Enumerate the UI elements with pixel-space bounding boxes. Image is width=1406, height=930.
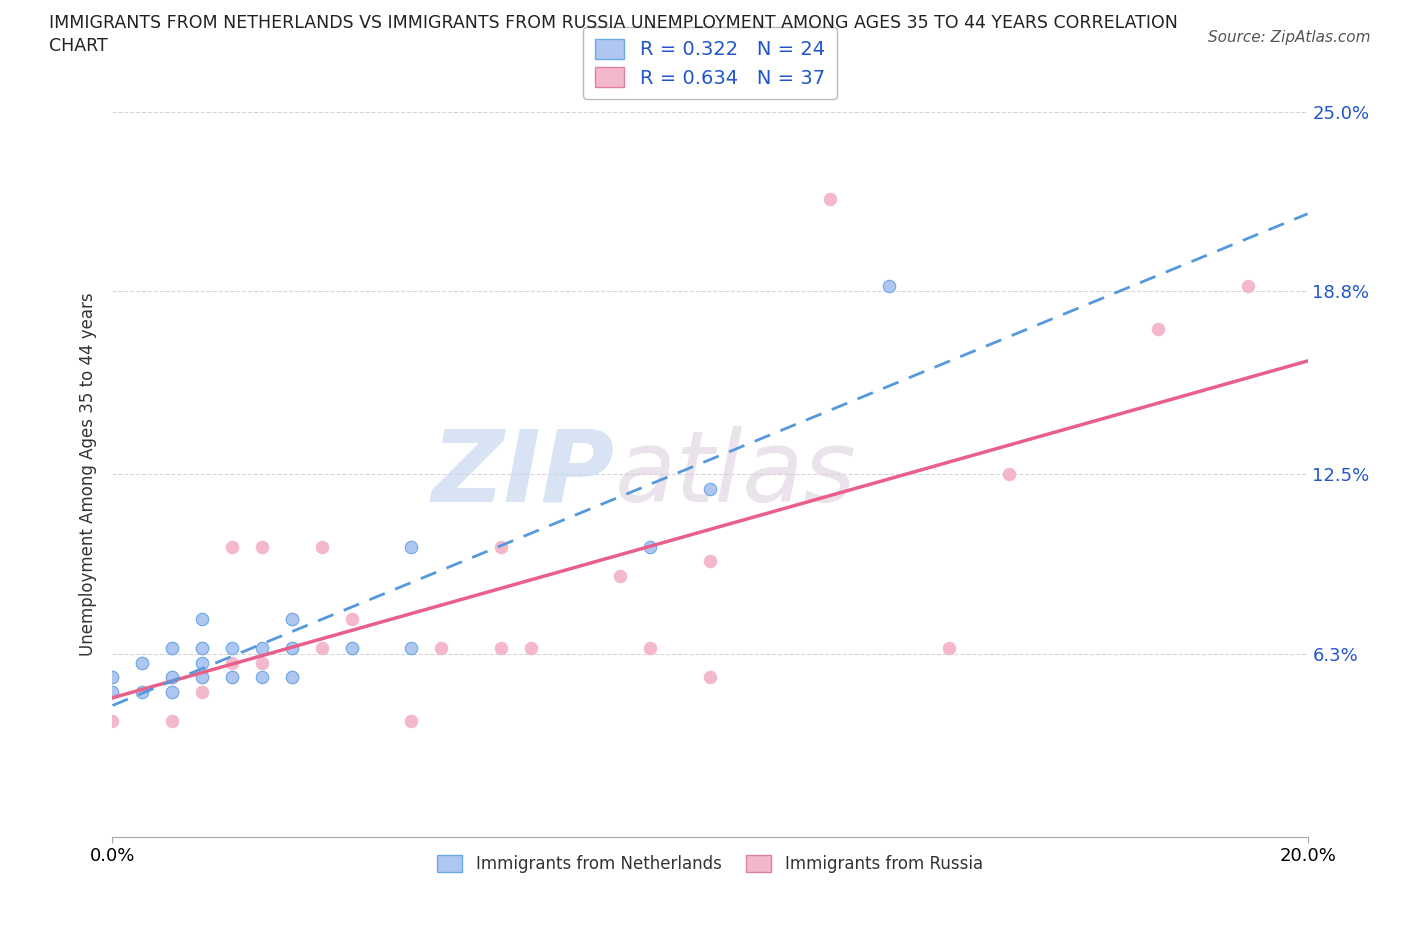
Point [221,670,243,684]
Point [430,641,453,656]
Point [340,641,363,656]
Point [281,641,304,656]
Point [191,670,214,684]
Point [191,670,214,684]
Point [250,641,273,656]
Point [938,641,960,656]
Point [101,670,124,684]
Text: IMMIGRANTS FROM NETHERLANDS VS IMMIGRANTS FROM RUSSIA UNEMPLOYMENT AMONG AGES 35: IMMIGRANTS FROM NETHERLANDS VS IMMIGRANT… [49,14,1178,32]
Point [640,641,662,656]
Point [221,670,243,684]
Point [401,539,423,554]
Point [162,641,183,656]
Point [311,539,333,554]
Point [818,192,841,206]
Point [191,656,214,671]
Point [998,467,1021,482]
Point [131,656,153,671]
Point [699,554,721,569]
Text: Source: ZipAtlas.com: Source: ZipAtlas.com [1208,30,1371,45]
Point [191,641,214,656]
Point [281,641,304,656]
Point [401,641,423,656]
Point [221,656,243,671]
Point [250,656,273,671]
Point [699,670,721,684]
Point [609,568,631,583]
Point [131,684,153,699]
Point [520,641,543,656]
Point [250,670,273,684]
Point [191,684,214,699]
Point [101,713,124,728]
Point [162,713,183,728]
Legend: Immigrants from Netherlands, Immigrants from Russia: Immigrants from Netherlands, Immigrants … [430,848,990,880]
Point [401,713,423,728]
Point [699,482,721,497]
Point [221,641,243,656]
Point [162,670,183,684]
Point [131,656,153,671]
Y-axis label: Unemployment Among Ages 35 to 44 years: Unemployment Among Ages 35 to 44 years [79,293,97,656]
Point [311,641,333,656]
Point [340,641,363,656]
Point [640,539,662,554]
Point [340,612,363,627]
Point [191,612,214,627]
Text: ZIP: ZIP [432,426,614,523]
Point [101,684,124,699]
Point [281,670,304,684]
Point [1237,278,1260,293]
Point [162,670,183,684]
Text: atlas: atlas [614,426,856,523]
Point [162,641,183,656]
Point [281,670,304,684]
Point [281,612,304,627]
Point [489,539,512,554]
Point [101,670,124,684]
Point [191,641,214,656]
Point [101,684,124,699]
Point [162,684,183,699]
Point [162,684,183,699]
Point [250,539,273,554]
Point [281,612,304,627]
Point [879,278,901,293]
Point [489,641,512,656]
Text: CHART: CHART [49,37,108,55]
Point [1147,322,1170,337]
Point [221,539,243,554]
